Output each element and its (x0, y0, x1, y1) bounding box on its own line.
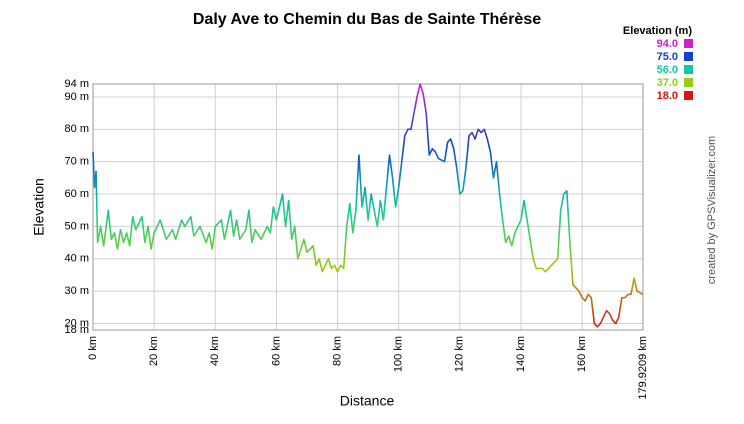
elevation-line (92, 83, 644, 328)
credit: created by GPSVisualizer.com (706, 136, 718, 284)
x-tick-label: 100 km (393, 336, 405, 372)
legend-swatch (684, 91, 693, 100)
y-tick-label: 30 m (65, 285, 89, 297)
legend-swatch (684, 78, 693, 87)
y-tick-label: 90 m (65, 91, 89, 103)
y-tick-label: 50 m (65, 220, 89, 232)
y-tick-label: 40 m (65, 253, 89, 265)
x-tick-label: 179.9209 km (637, 336, 649, 400)
plot-frame (92, 83, 644, 331)
x-tick-label: 80 km (331, 336, 343, 366)
y-axis-label: Elevation (31, 178, 47, 236)
x-axis-label: Distance (340, 393, 395, 409)
x-tick-label: 120 km (454, 336, 466, 372)
y-tick-label: 18 m (65, 324, 89, 336)
x-tick-label: 40 km (209, 336, 221, 366)
legend-title: Elevation (m) (623, 25, 692, 37)
legend-swatch (684, 52, 693, 61)
y-tick-label: 20 m (65, 317, 89, 329)
legend-label: 75.0 (657, 51, 678, 63)
y-tick-label: 70 m (65, 156, 89, 168)
x-tick-label: 140 km (515, 336, 527, 372)
legend-swatch (684, 39, 693, 48)
x-tick-label: 20 km (148, 336, 160, 366)
x-tick-label: 0 km (87, 336, 99, 360)
chart-title: Daly Ave to Chemin du Bas de Sainte Thér… (193, 11, 541, 28)
legend-label: 94.0 (657, 38, 678, 50)
y-tick-label: 60 m (65, 188, 89, 200)
x-tick-label: 160 km (576, 336, 588, 372)
legend-swatch (684, 65, 693, 74)
legend-label: 56.0 (657, 64, 678, 76)
x-tick-label: 60 km (270, 336, 282, 366)
y-tick-label: 80 m (65, 123, 89, 135)
y-tick-label: 94 m (65, 78, 89, 90)
legend-label: 37.0 (657, 77, 678, 89)
legend-label: 18.0 (657, 90, 678, 102)
